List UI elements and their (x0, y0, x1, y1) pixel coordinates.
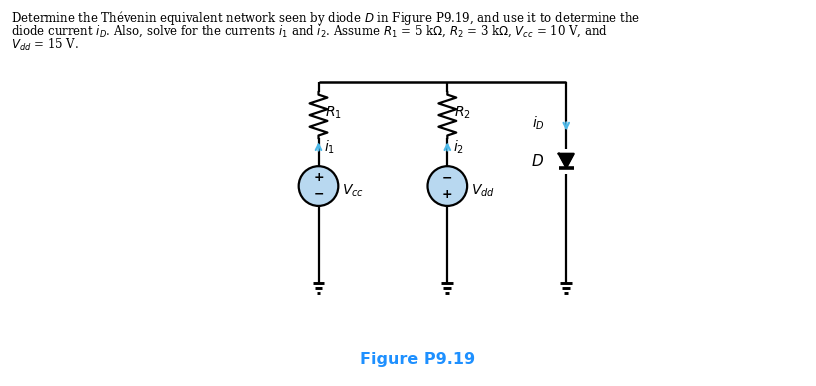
Text: −: − (313, 188, 324, 201)
Text: $i_D$: $i_D$ (531, 115, 544, 132)
Text: $V_{cc}$: $V_{cc}$ (342, 183, 365, 199)
Text: $V_{dd}$ = 15 V.: $V_{dd}$ = 15 V. (11, 37, 79, 53)
Text: Figure P9.19: Figure P9.19 (360, 352, 475, 367)
Text: $V_{dd}$: $V_{dd}$ (471, 183, 495, 199)
Text: −: − (442, 171, 453, 184)
Text: $i_1$: $i_1$ (325, 139, 335, 156)
Circle shape (428, 166, 467, 206)
Text: $R_1$: $R_1$ (326, 105, 343, 121)
Text: $i_2$: $i_2$ (453, 139, 464, 156)
Polygon shape (559, 154, 574, 168)
Text: $R_2$: $R_2$ (455, 105, 471, 121)
Text: +: + (442, 188, 453, 201)
Circle shape (299, 166, 339, 206)
Text: +: + (313, 171, 324, 184)
Text: $D$: $D$ (531, 153, 544, 169)
Text: diode current $i_D$. Also, solve for the currents $i_1$ and $i_2$. Assume $R_1$ : diode current $i_D$. Also, solve for the… (11, 23, 608, 39)
Text: Determine the Thévenin equivalent network seen by diode $D$ in Figure P9.19, and: Determine the Thévenin equivalent networ… (11, 9, 641, 27)
